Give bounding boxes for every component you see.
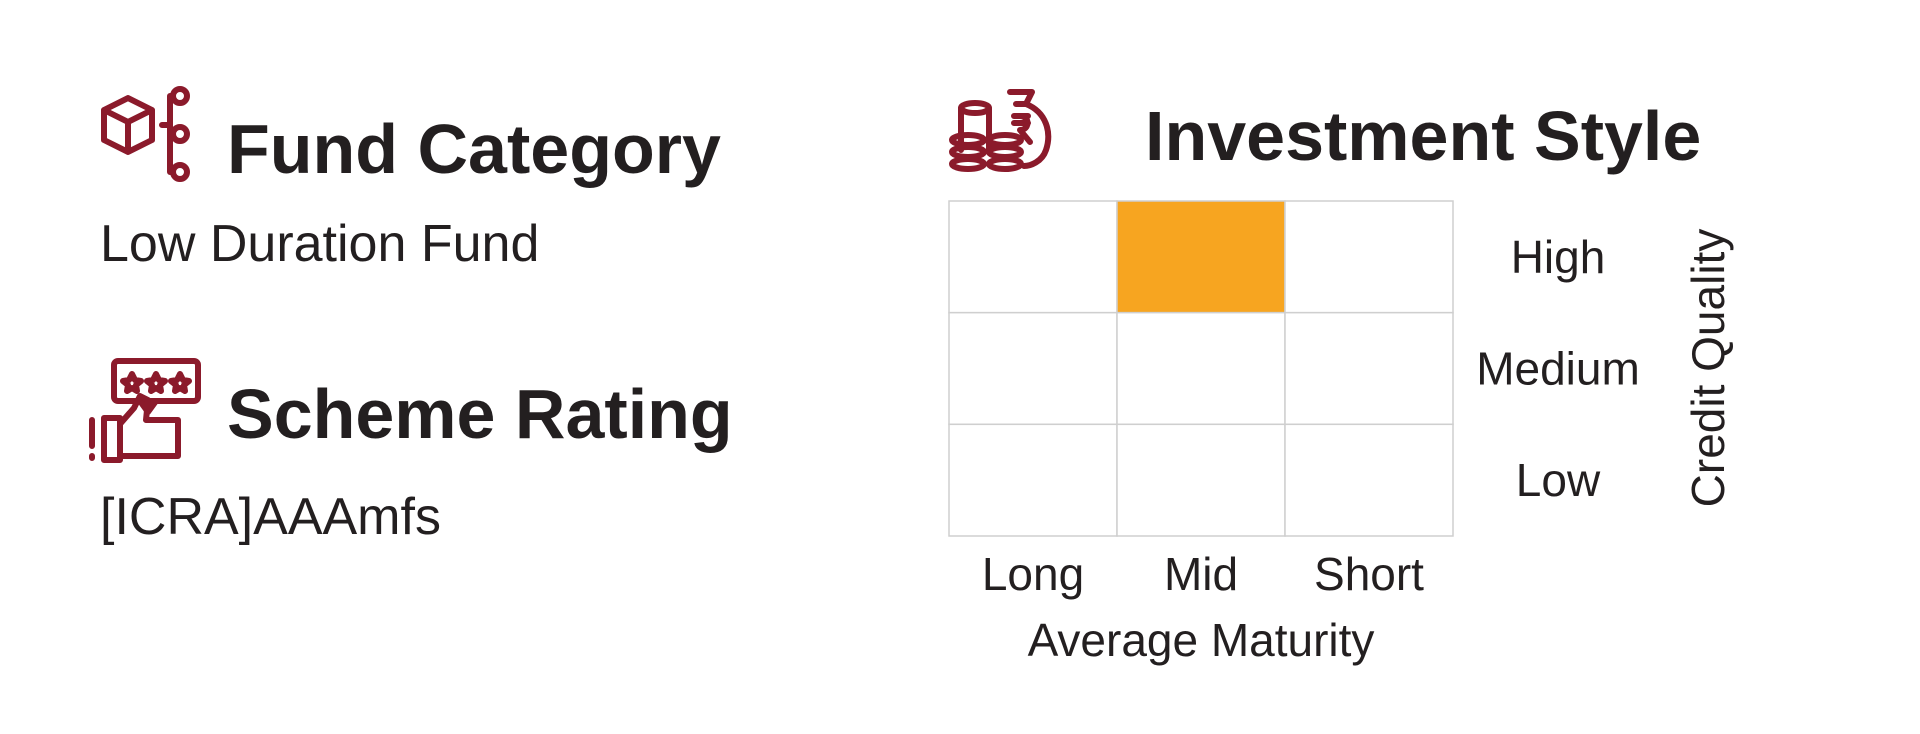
column-label: Short [1314,548,1424,600]
money-icon [949,89,1052,172]
section-value: Low Duration Fund [100,215,539,273]
row-label: Low [1516,454,1601,506]
style-grid: High Medium Low Long Mid Short Average Maturit… [948,200,1734,666]
grid-cell [1116,311,1286,426]
section-title: Fund Category [227,110,721,188]
grid-cell [1284,200,1454,314]
grid-cell [948,200,1118,314]
row-label: High [1511,231,1606,283]
style-title: Investment Style [1145,97,1701,175]
column-axis-label: Average Maturity [1028,614,1375,666]
grid-cell [948,311,1118,426]
section-value: [ICRA]AAAmfs [100,488,441,546]
row-label: Medium [1476,343,1640,395]
grid-cell [1284,311,1454,426]
column-label: Mid [1164,548,1238,600]
column-label: Long [982,548,1084,600]
grid-cell [948,423,1118,537]
grid-cell [1284,423,1454,537]
highlight-cell [1116,200,1286,314]
grid-cell [1116,423,1286,537]
rating-icon [89,358,201,463]
category-icon [101,86,190,182]
section-title: Scheme Rating [227,375,733,453]
row-axis-label: Credit Quality [1682,229,1734,508]
